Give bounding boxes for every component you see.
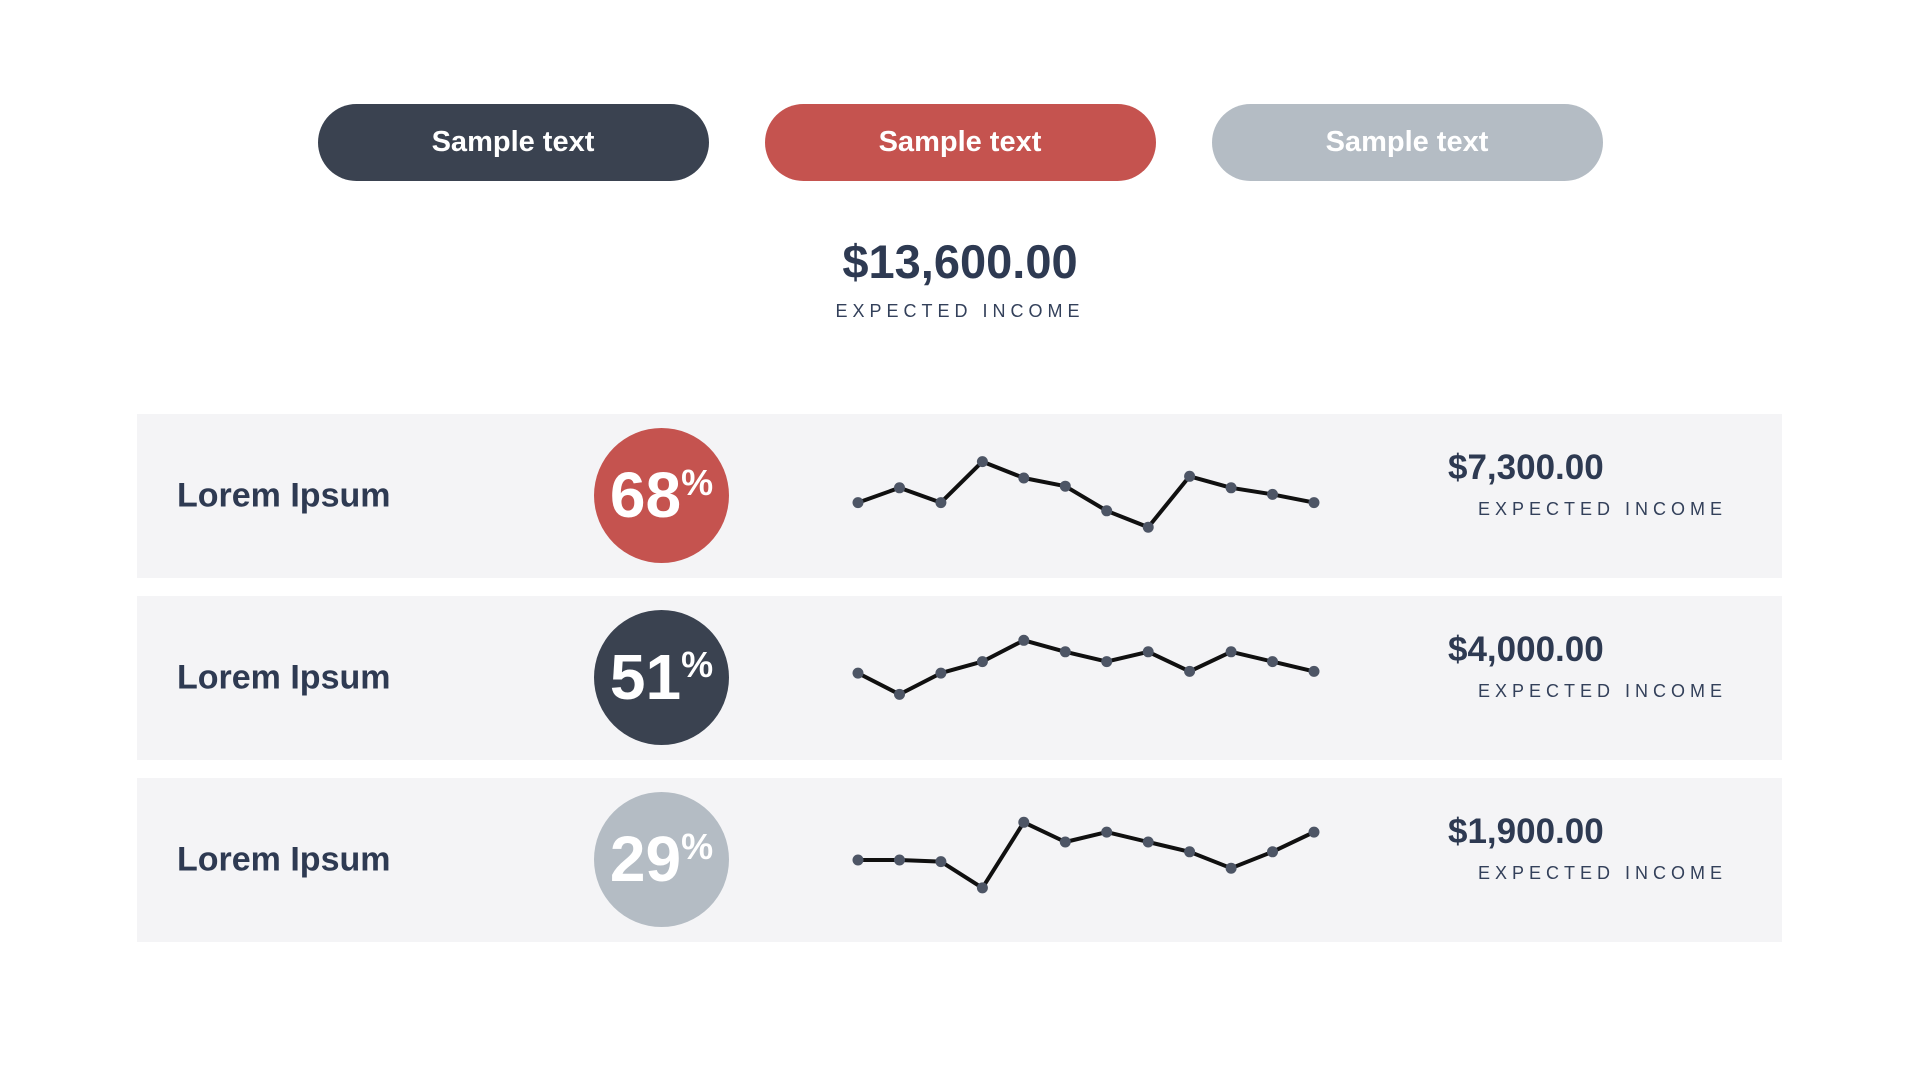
sparkline-chart	[852, 456, 1320, 533]
pill-button-row: Sample text Sample text Sample text	[0, 104, 1920, 181]
list-item: Lorem Ipsum 29 % $1,900.00 EXPECTED INCO…	[137, 778, 1782, 942]
pill-button-dark[interactable]: Sample text	[317, 104, 709, 181]
pill-button-gray[interactable]: Sample text	[1211, 104, 1603, 181]
percent-badge: 68 %	[594, 428, 729, 563]
total-expected-income-amount: $13,600.00	[842, 235, 1078, 288]
row-income-block: $4,000.00 EXPECTED INCOME	[1448, 632, 1727, 702]
row-title: Lorem Ipsum	[177, 658, 391, 697]
percent-sign: %	[681, 643, 714, 685]
total-expected-income-label: EXPECTED INCOME	[835, 301, 1085, 321]
list-item: Lorem Ipsum 68 % $7,300.00 EXPECTED INCO…	[137, 414, 1782, 578]
percent-sign: %	[681, 461, 714, 503]
row-income-label: EXPECTED INCOME	[1478, 681, 1728, 701]
row-income-block: $1,900.00 EXPECTED INCOME	[1448, 814, 1727, 884]
percent-badge: 29 %	[594, 792, 729, 927]
row-income-amount: $1,900.00	[1448, 812, 1604, 851]
row-income-label: EXPECTED INCOME	[1478, 863, 1728, 883]
income-row-list: Lorem Ipsum 68 % $7,300.00 EXPECTED INCO…	[137, 414, 1782, 942]
sparkline-chart	[852, 816, 1320, 894]
pill-button-red[interactable]: Sample text	[764, 104, 1156, 181]
sparkline-chart	[852, 634, 1320, 700]
percent-value: 51 %	[609, 640, 714, 713]
list-item: Lorem Ipsum 51 % $4,000.00 EXPECTED INCO…	[137, 596, 1782, 760]
row-income-amount: $4,000.00	[1448, 630, 1604, 669]
percent-badge: 51 %	[594, 610, 729, 745]
percent-value: 68 %	[609, 458, 714, 531]
income-summary: $13,600.00 EXPECTED INCOME	[660, 238, 1260, 322]
percent-value: 29 %	[609, 822, 714, 895]
row-title: Lorem Ipsum	[177, 476, 391, 515]
row-title: Lorem Ipsum	[177, 840, 391, 879]
row-income-label: EXPECTED INCOME	[1478, 499, 1728, 519]
row-income-block: $7,300.00 EXPECTED INCOME	[1448, 450, 1727, 520]
percent-sign: %	[681, 825, 714, 867]
row-income-amount: $7,300.00	[1448, 448, 1604, 487]
